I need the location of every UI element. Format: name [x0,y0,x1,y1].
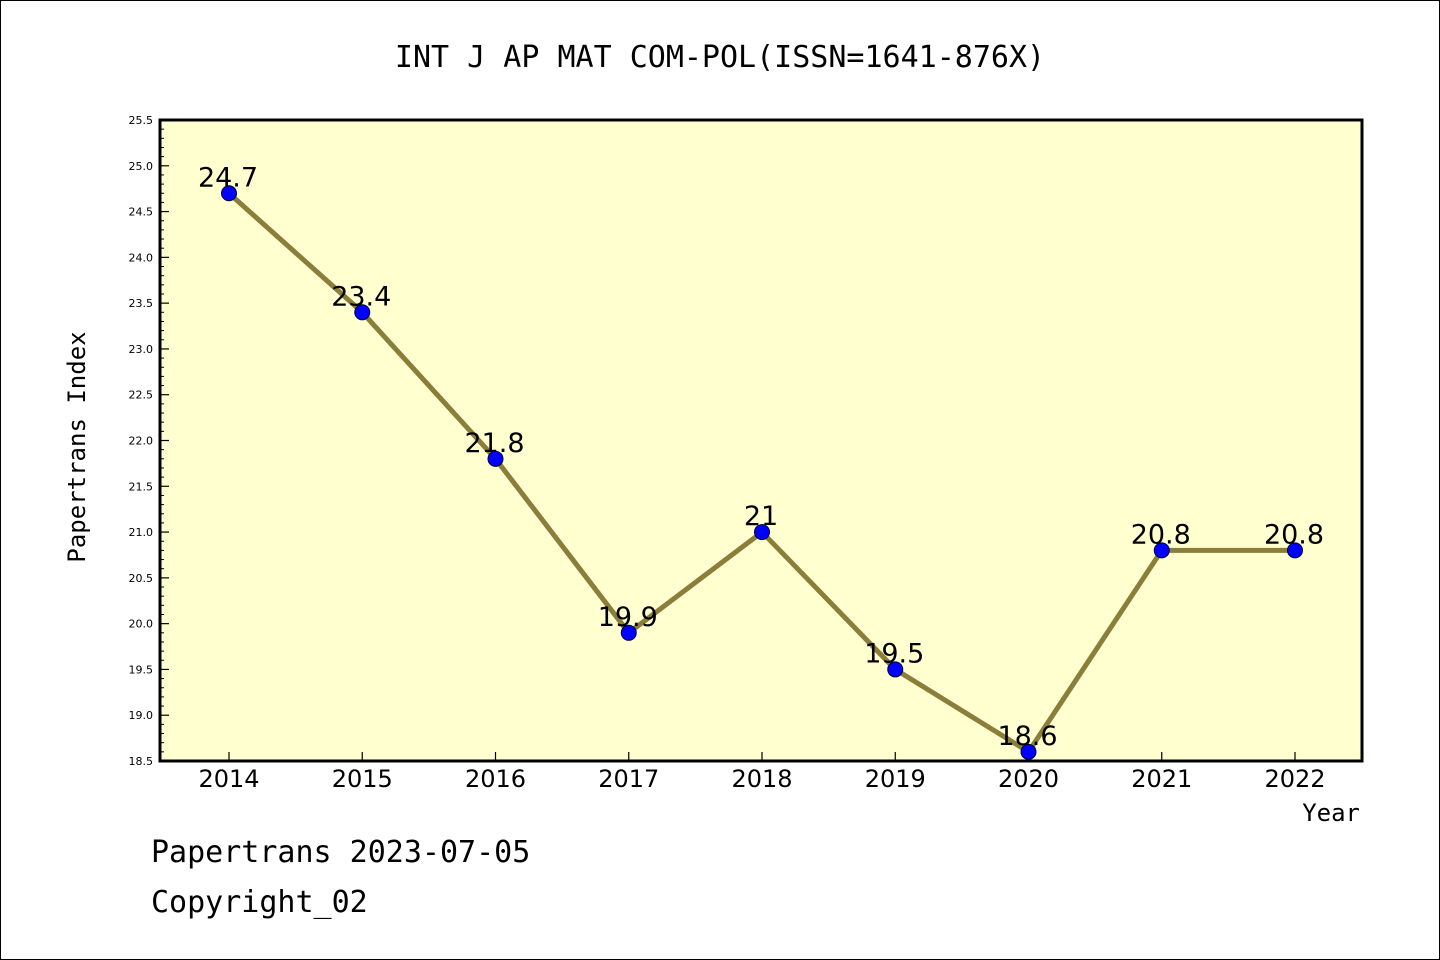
y-tick-label: 18.5 [129,755,154,768]
data-series [221,185,1303,760]
data-point [487,450,504,467]
x-tick-label: 2021 [1131,765,1192,793]
data-label: 21.8 [464,428,524,459]
y-tick-label: 20.5 [129,572,154,585]
x-tick-label: 2019 [865,765,926,793]
y-tick-label: 22.0 [129,435,154,448]
data-label: 21 [744,501,778,532]
data-label: 19.9 [598,602,658,633]
data-point [221,185,237,202]
y-tick-label: 23.0 [129,343,154,356]
axis-ticks: 18.5 19.0 19.5 20.0 20.5 21.0 21.5 22.0 22.5 23.0… [129,114,1326,793]
chart-title: INT J AP MAT COM-POL(ISSN=1641-876X) [395,40,1045,75]
data-point [1153,542,1170,559]
data-point [620,624,637,641]
y-tick-label: 25.5 [129,114,154,127]
data-point [354,304,371,321]
x-axis-label: Year [1302,799,1360,827]
y-tick-label: 24.5 [129,206,154,219]
data-label: 24.7 [198,162,258,193]
y-tick-label: 19.5 [129,663,154,676]
plot-area [160,120,1362,761]
footer-date: Papertrans 2023-07-05 [151,835,531,870]
x-tick-label: 2018 [731,765,792,793]
data-label: 23.4 [331,281,391,312]
x-tick-label: 2017 [598,765,659,793]
plot-frame [158,118,1364,763]
data-label: 19.5 [864,638,924,669]
x-tick-label: 2022 [1264,765,1325,793]
data-label: 18.6 [997,721,1057,752]
data-labels: 24.7 23.4 21.8 19.9 21 19.5 18.6 20.8 20.8 [198,162,1324,752]
x-tick-label: 2016 [465,765,526,793]
y-axis-label: Papertrans Index [63,331,91,562]
x-tick-label: 2014 [198,765,259,793]
x-tick-label: 2020 [998,765,1059,793]
x-tick-label: 2015 [332,765,393,793]
y-tick-label: 24.0 [129,251,154,264]
data-label: 20.8 [1131,519,1191,550]
data-point [1020,743,1037,760]
y-tick-label: 23.5 [129,297,154,310]
data-point [754,524,770,541]
y-tick-label: 19.0 [129,709,154,722]
y-tick-label: 21.5 [129,480,154,493]
data-label: 20.8 [1264,519,1324,550]
y-tick-label: 21.0 [129,526,154,539]
footer-copyright: Copyright_02 [151,885,368,920]
y-tick-label: 25.0 [129,160,154,173]
data-point [887,661,904,678]
y-tick-label: 22.5 [129,389,154,402]
y-tick-label: 20.0 [129,618,154,631]
data-point [1287,542,1303,559]
